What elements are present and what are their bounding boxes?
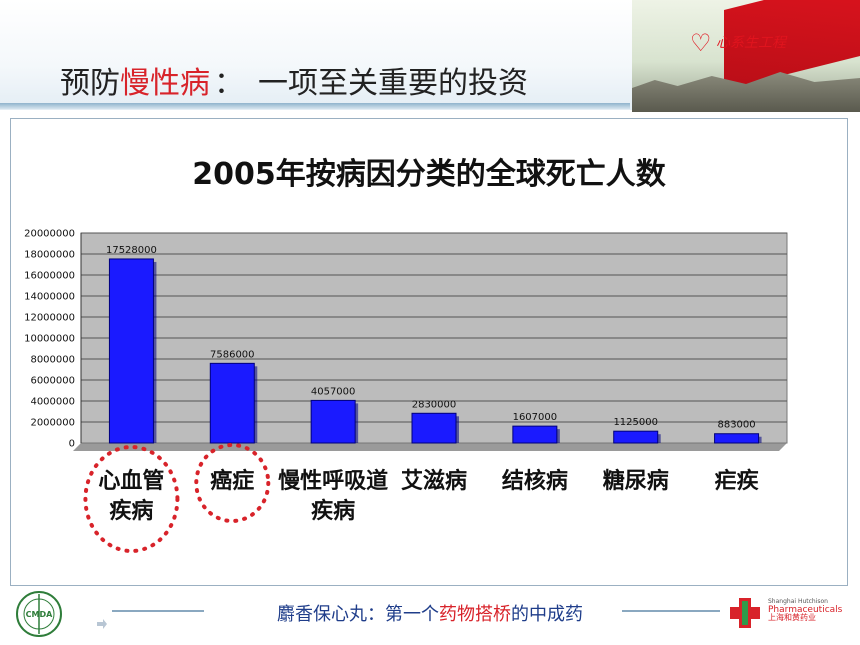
great-wall-banner-image: ♡ 心系生工程	[632, 0, 860, 112]
chart-panel: 2005年按病因分类的全球死亡人数 0 2000000 4000000 6000000…	[10, 118, 848, 586]
y-tick-label: 18000000	[24, 250, 75, 261]
highlight-circle	[194, 443, 271, 523]
y-tick-label: 8000000	[30, 355, 75, 366]
x-category-label: 心血管	[98, 468, 164, 494]
chart-title: 2005年按病因分类的全球死亡人数	[192, 157, 666, 192]
bar	[411, 412, 457, 444]
bar-value-label: 2830000	[412, 399, 457, 410]
bar	[108, 258, 154, 444]
banner-logo-text: 心系生工程	[716, 35, 786, 51]
bar-chart: 0 2000000 4000000 6000000 8000000 10000000 120…	[24, 229, 788, 553]
x-category-label: 癌症	[210, 468, 254, 494]
bar	[714, 433, 760, 444]
footer-prefix: 麝香保心丸：第一个	[277, 604, 439, 625]
title-separator: ：	[214, 66, 244, 101]
bar	[613, 430, 659, 444]
slide-footer	[0, 588, 860, 645]
footer-suffix: 的中成药	[511, 604, 583, 625]
heart-logo-icon: ♡	[690, 29, 712, 57]
cmda-label: CMDA	[26, 610, 53, 619]
footer-line-left	[112, 610, 204, 612]
y-tick-label: 14000000	[24, 292, 75, 303]
footer-accent: 药物搭桥	[439, 604, 511, 625]
bar	[310, 399, 356, 444]
cmda-logo-icon: CMDA	[16, 591, 62, 637]
x-category-label: 疾病	[311, 498, 355, 524]
y-tick-label: 10000000	[24, 334, 75, 345]
plot-floor	[73, 443, 787, 451]
y-tick-label: 2000000	[30, 418, 75, 429]
company-en-1: Shanghai Hutchison	[768, 598, 828, 605]
bar	[209, 362, 255, 444]
x-category-label: 慢性呼吸道	[278, 468, 388, 494]
bar-value-label: 7586000	[210, 349, 255, 360]
x-category-label: 疾病	[109, 498, 153, 524]
company-cn: 上海和黄药业	[768, 613, 816, 622]
bar-value-label: 883000	[717, 420, 755, 431]
bar-value-label: 17528000	[106, 245, 157, 256]
pharma-cross-logo-icon	[730, 598, 760, 628]
bar-value-label: 1125000	[613, 417, 658, 428]
title-accent: 慢性病	[120, 66, 210, 101]
footer-line-right	[622, 610, 720, 612]
bar-value-label: 4057000	[311, 386, 356, 397]
slide-title: 预防慢性病： 一项至关重要的投资	[60, 58, 528, 102]
title-prefix: 预防	[60, 66, 120, 101]
x-category-label: 糖尿病	[603, 468, 669, 494]
bar	[512, 425, 558, 444]
title-suffix: 一项至关重要的投资	[258, 66, 528, 101]
x-category-label: 艾滋病	[401, 468, 467, 494]
next-arrow-icon[interactable]	[96, 618, 108, 630]
highlight-circle	[83, 445, 180, 553]
x-category-label: 结核病	[502, 468, 568, 494]
footer-tagline: 麝香保心丸：第一个药物搭桥的中成药	[0, 600, 860, 626]
y-tick-label: 6000000	[30, 376, 75, 387]
y-tick-label: 12000000	[24, 313, 75, 324]
y-tick-label: 16000000	[24, 271, 75, 282]
y-tick-label: 4000000	[30, 397, 75, 408]
y-tick-label: 0	[69, 439, 75, 450]
y-tick-label: 20000000	[24, 229, 75, 240]
x-category-label: 疟疾	[715, 468, 759, 494]
company-en-2: Pharmaceuticals	[768, 605, 843, 615]
company-name: Shanghai Hutchison Pharmaceuticals 上海和黄药…	[768, 598, 858, 622]
header-divider	[0, 103, 630, 109]
bar-value-label: 1607000	[513, 412, 558, 423]
